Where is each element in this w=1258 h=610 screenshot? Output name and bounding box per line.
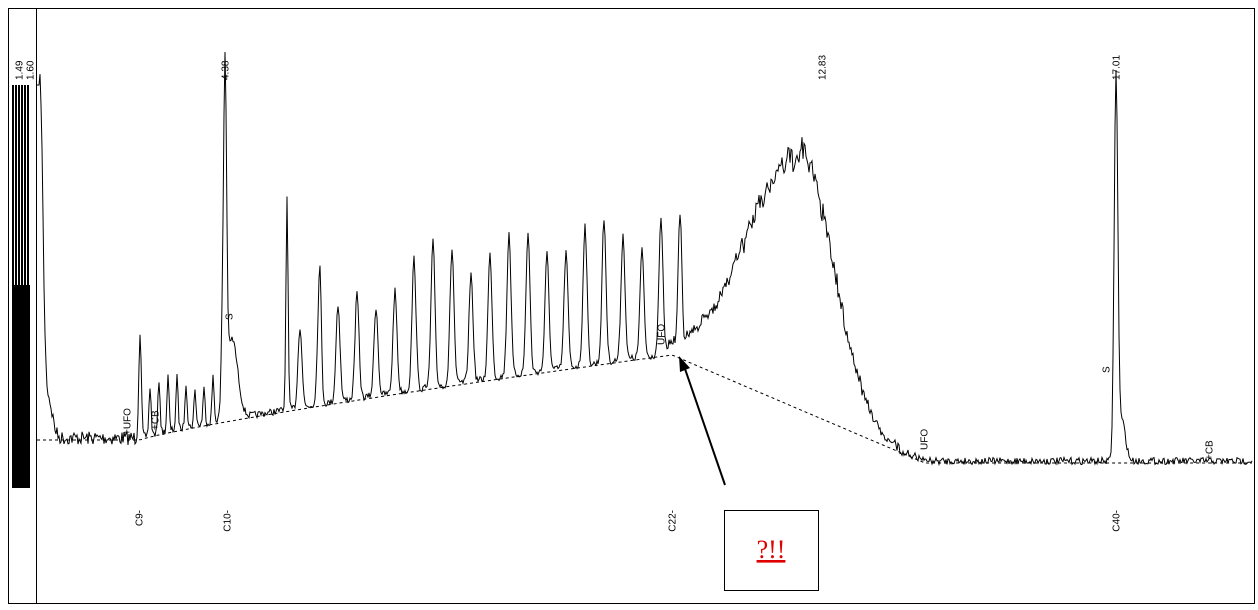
marker-label: C40- <box>1112 510 1123 532</box>
peak-label: 4.38 <box>221 60 232 80</box>
solvent-bar <box>27 85 29 285</box>
arrow-line <box>683 365 726 486</box>
peak-label: 1.60 <box>26 60 37 80</box>
arrow-head <box>679 356 690 372</box>
solvent-bars <box>12 85 30 488</box>
peak-label: 12.83 <box>818 55 829 80</box>
trace <box>37 51 1253 467</box>
marker-label: C22- <box>668 510 679 532</box>
annotation: +UFO <box>123 408 134 435</box>
annotation: S <box>1102 366 1113 373</box>
annotation: S <box>225 313 236 320</box>
solvent-block <box>12 285 30 488</box>
marker-label: C9- <box>135 510 146 526</box>
annotation: UFO <box>657 324 668 345</box>
solvent-bar <box>18 85 20 285</box>
marker-label: C10- <box>223 510 234 532</box>
solvent-bar <box>21 85 23 285</box>
solvent-bar <box>24 85 26 285</box>
callout-box <box>724 510 819 591</box>
solvent-bar <box>15 85 17 285</box>
annotation: +CB <box>151 410 162 430</box>
baseline <box>37 354 1249 464</box>
solvent-bar <box>12 85 14 285</box>
callout-text: ?!! <box>757 535 786 564</box>
annotation: UFO <box>920 429 931 450</box>
peak-label: 1.49 <box>15 60 26 80</box>
peak-label: 17.01 <box>1112 55 1123 80</box>
annotation: +CB <box>1205 440 1216 460</box>
frame <box>8 8 1255 604</box>
